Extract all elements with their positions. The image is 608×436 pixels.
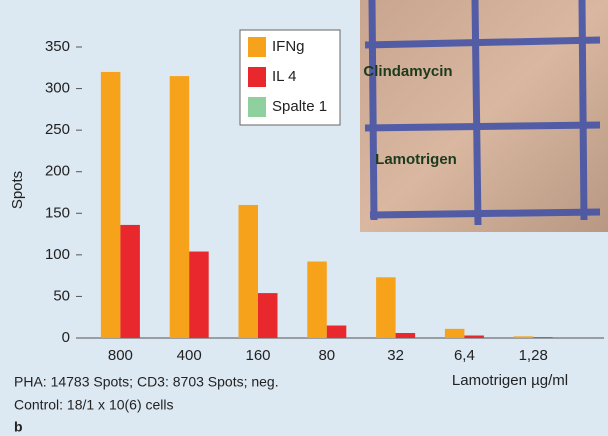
x-tick-label: 400: [177, 347, 202, 364]
photo-background: [360, 0, 608, 232]
bar: [396, 333, 416, 338]
bar: [101, 72, 121, 338]
y-tick-label: 150: [45, 204, 70, 221]
bar: [170, 76, 190, 338]
legend-swatch: [248, 97, 266, 117]
bar: [533, 337, 553, 338]
y-tick-label: 50: [53, 287, 70, 304]
y-tick-label: 0: [62, 329, 70, 346]
y-tick-label: 100: [45, 246, 70, 263]
x-tick-label: 800: [108, 347, 133, 364]
figure: Spots Lamotrigen µg/ml PHA: 14783 Spots;…: [0, 0, 608, 436]
bar: [445, 329, 465, 338]
photo: Clindamycin Lamotrigen: [360, 0, 608, 232]
legend-label: IL 4: [272, 68, 296, 85]
x-tick-label: 160: [245, 347, 270, 364]
bar: [239, 205, 259, 338]
bar: [464, 336, 484, 338]
y-tick-label: 250: [45, 121, 70, 138]
x-axis-title: Lamotrigen µg/ml: [452, 372, 568, 389]
y-tick-label: 350: [45, 38, 70, 55]
legend-label: IFNg: [272, 38, 305, 55]
y-tick-label: 300: [45, 80, 70, 97]
bar: [120, 225, 139, 338]
photo-label: Clindamycin: [363, 63, 452, 80]
caption-line: PHA: 14783 Spots; CD3: 8703 Spots; neg.: [14, 374, 279, 390]
x-tick-label: 6,4: [454, 347, 475, 364]
x-tick-label: 1,28: [519, 347, 548, 364]
legend-label: Spalte 1: [272, 98, 327, 115]
bar: [258, 293, 278, 338]
page: {"chart_data": {"type": "bar", "y_label"…: [0, 0, 608, 436]
photo-label: Lamotrigen: [375, 151, 457, 168]
x-tick-label: 80: [318, 347, 335, 364]
bar: [376, 277, 396, 338]
bar: [327, 326, 347, 338]
y-tick-label: 200: [45, 163, 70, 180]
panel-label: b: [14, 419, 23, 435]
bar: [307, 262, 327, 338]
y-axis-title: Spots: [9, 171, 26, 209]
legend-swatch: [248, 67, 266, 87]
x-tick-label: 32: [387, 347, 404, 364]
legend-swatch: [248, 37, 266, 57]
bar: [514, 336, 534, 338]
caption-line: Control: 18/1 x 10(6) cells: [14, 397, 174, 413]
bar: [189, 252, 209, 338]
